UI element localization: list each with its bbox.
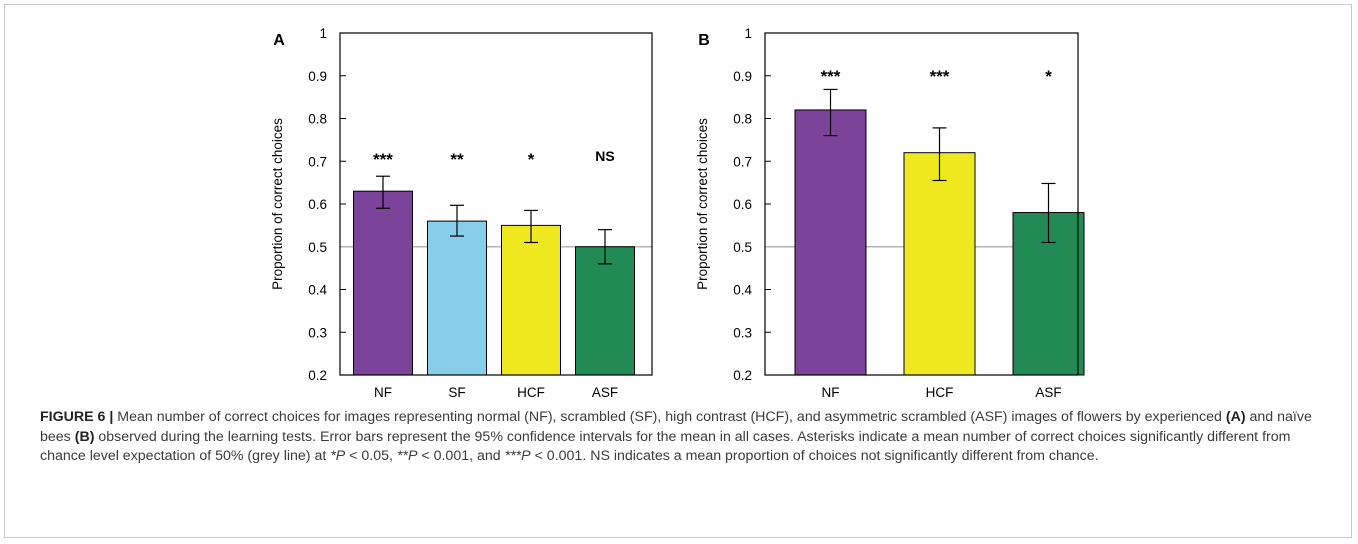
x-tick-label: SF xyxy=(448,385,465,400)
significance-label: *** xyxy=(821,67,841,86)
y-tick-label: 0.5 xyxy=(733,240,752,255)
caption-panel-a-ref: (A) xyxy=(1225,409,1246,425)
figure-charts: A Proportion of correct choices 0.2 0.3 0.4 0… xyxy=(270,26,1085,400)
caption-text-4: < 0.05, xyxy=(345,448,397,465)
caption-text-2: and naïve bees xyxy=(40,409,1312,445)
y-tick-label: 0.3 xyxy=(308,325,327,340)
caption-text-1: Mean number of correct choices for image… xyxy=(113,409,1226,425)
x-tick-label: NF xyxy=(822,385,840,400)
significance-label: ** xyxy=(450,150,464,169)
bar-nf xyxy=(353,190,413,376)
y-tick-label: 0.3 xyxy=(733,325,752,340)
caption-panel-b-ref: (B) xyxy=(74,428,95,445)
caption-p-2: P xyxy=(407,448,418,465)
caption-star-1: * xyxy=(330,448,336,465)
plot-frame xyxy=(339,32,653,376)
y-tick-label: 0.4 xyxy=(308,283,327,298)
chart-panel-b: B Proportion of correct choices 0.2 0.3 0.4 0… xyxy=(695,26,1085,400)
caption-text-3: observed during the learning tests. Erro… xyxy=(40,428,1291,465)
caption-p-1: P xyxy=(335,448,346,465)
y-tick-label: 1 xyxy=(319,26,327,41)
significance-label: NS xyxy=(595,148,614,164)
x-tick-label: HCF xyxy=(517,385,545,400)
y-tick-label: 0.5 xyxy=(308,240,327,255)
caption-star-3: *** xyxy=(504,448,522,465)
figure-frame xyxy=(4,4,1352,538)
y-tick-label: 0.7 xyxy=(308,154,327,169)
caption-figure-label: FIGURE 6 | xyxy=(40,409,114,425)
caption-text-6: < 0.001. NS indicates a mean proportion … xyxy=(530,448,1099,465)
x-tick-label: ASF xyxy=(1035,385,1061,400)
caption-text-5: < 0.001, and xyxy=(417,448,505,465)
y-tick-label: 0.6 xyxy=(733,197,752,212)
x-tick-label: NF xyxy=(374,385,392,400)
y-tick-label: 0.2 xyxy=(733,368,752,383)
y-tick-label: 0.8 xyxy=(733,112,752,127)
bar-nf xyxy=(794,109,867,376)
x-tick-label: ASF xyxy=(592,385,618,400)
significance-label: * xyxy=(1045,67,1052,86)
y-tick-label: 0.9 xyxy=(733,69,752,84)
y-tick-label: 1 xyxy=(744,26,752,41)
y-tick-label: 0.6 xyxy=(308,197,327,212)
y-tick-label: 0.7 xyxy=(733,154,752,169)
caption-p-3: P xyxy=(521,448,531,465)
bar-sf xyxy=(427,220,487,376)
y-axis-label: Proportion of correct choices xyxy=(695,118,710,290)
y-axis-label: Proportion of correct choices xyxy=(270,118,285,290)
bar-hcf xyxy=(501,224,561,376)
y-tick-label: 0.8 xyxy=(308,112,327,127)
y-tick-label: 0.2 xyxy=(308,368,327,383)
y-tick-label: 0.4 xyxy=(733,283,752,298)
significance-label: *** xyxy=(930,67,950,86)
figure-caption: FIGURE 6 | Mean number of correct choice… xyxy=(40,408,1330,467)
significance-label: * xyxy=(528,150,535,169)
x-tick-label: HCF xyxy=(926,385,954,400)
panel-label: A xyxy=(273,32,285,49)
bar-hcf xyxy=(903,152,976,376)
bar-asf xyxy=(575,246,635,376)
chart-panel-a: A Proportion of correct choices 0.2 0.3 0.4 0… xyxy=(270,26,653,400)
panel-label: B xyxy=(698,32,710,49)
plot-frame xyxy=(764,32,1079,376)
significance-label: *** xyxy=(373,150,393,169)
caption-star-2: ** xyxy=(396,448,408,465)
y-tick-label: 0.9 xyxy=(308,69,327,84)
